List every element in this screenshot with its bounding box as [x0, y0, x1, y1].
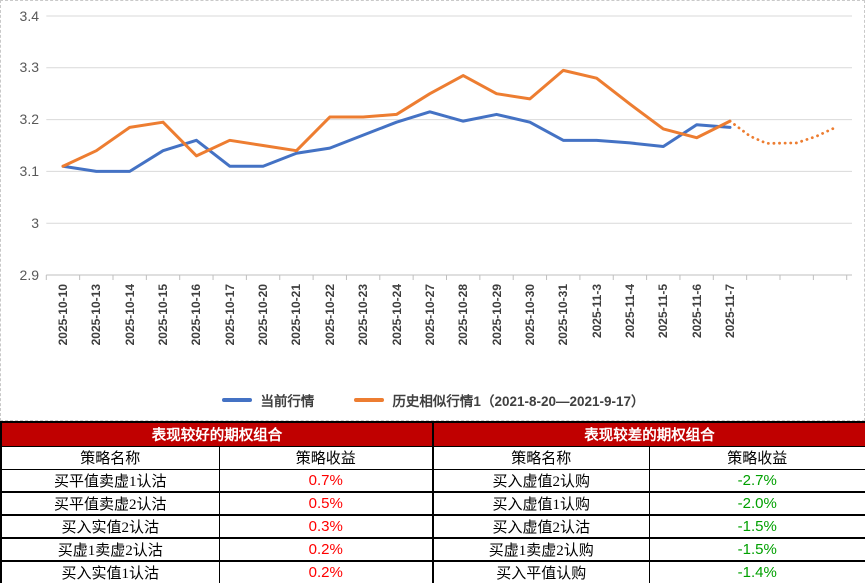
- good-name-column-header: 策略名称: [1, 445, 219, 469]
- bad-strategy-return-cell: -1.5%: [648, 536, 865, 561]
- chart-plot-area: [45, 15, 852, 280]
- good-strategy-return-cell: 0.5%: [218, 490, 433, 515]
- bad-strategy-return-cell: -1.5%: [648, 513, 865, 538]
- history-series-line: [61, 68, 732, 168]
- strategy-performance-table: 表现较好的期权组合 表现较差的期权组合 策略名称 策略收益 策略名称 策略收益 …: [0, 421, 865, 583]
- current-series-line: [61, 110, 732, 173]
- x-tick-label: 2025-11-6: [689, 284, 704, 339]
- history-series-swatch: [354, 398, 385, 402]
- bad-group-header: 表现较差的期权组合: [432, 422, 865, 446]
- x-tick-label: 2025-10-13: [89, 284, 104, 346]
- y-tick-label: 3.1: [19, 162, 39, 179]
- table-row: 买虚1卖虚2认沽 0.2% 买虚1卖虚2认购 -1.5%: [1, 536, 865, 561]
- legend-label: 当前行情: [260, 394, 315, 409]
- x-tick-label: 2025-10-21: [289, 284, 304, 346]
- good-strategy-name-cell: 买平值卖虚1认沽: [1, 468, 219, 492]
- y-tick-label: 3.2: [19, 111, 39, 128]
- x-tick-label: 2025-10-14: [122, 284, 137, 346]
- bad-strategy-return-cell: -2.0%: [648, 490, 865, 515]
- table-group-header-row: 表现较好的期权组合 表现较差的期权组合: [1, 422, 865, 446]
- x-tick-label: 2025-10-20: [256, 284, 271, 346]
- y-tick-label: 3.4: [19, 7, 39, 24]
- x-tick-label: 2025-10-22: [322, 284, 337, 346]
- history-series-dotted-extension: [728, 119, 835, 145]
- good-strategy-return-cell: 0.7%: [218, 468, 433, 492]
- x-tick-label: 2025-11-5: [656, 284, 671, 339]
- legend-item-history: 历史相似行情1（2021-8-20—2021-9-17）: [354, 390, 645, 410]
- bad-strategy-name-cell: 买入平值认购: [432, 559, 649, 583]
- bad-strategy-name-cell: 买虚1卖虚2认购: [432, 536, 649, 561]
- good-value-column-header: 策略收益: [218, 445, 433, 469]
- good-strategy-return-cell: 0.2%: [218, 559, 433, 583]
- bad-strategy-return-cell: -2.7%: [648, 468, 865, 492]
- x-tick-label: 2025-10-29: [489, 284, 504, 346]
- bad-strategy-return-cell: -1.4%: [648, 559, 865, 583]
- legend-item-current: 当前行情: [222, 390, 314, 410]
- current-series-swatch: [222, 398, 253, 402]
- good-group-header: 表现较好的期权组合: [1, 422, 433, 446]
- x-tick-label: 2025-10-28: [456, 284, 471, 346]
- good-strategy-return-cell: 0.2%: [218, 536, 433, 561]
- table-row: 买入实值2认沽 0.3% 买入虚值2认沽 -1.5%: [1, 513, 865, 538]
- good-strategy-return-cell: 0.3%: [218, 513, 433, 538]
- good-strategy-name-cell: 买虚1卖虚2认沽: [1, 536, 219, 561]
- x-tick-label: 2025-11-4: [622, 284, 637, 339]
- table-row: 买入实值1认沽 0.2% 买入平值认购 -1.4%: [1, 559, 865, 583]
- x-tick-label: 2025-10-30: [522, 284, 537, 346]
- legend-label: 历史相似行情1（2021-8-20—2021-9-17）: [392, 394, 645, 409]
- x-tick-label: 2025-10-16: [189, 284, 204, 346]
- good-strategy-name-cell: 买入实值2认沽: [1, 513, 219, 538]
- x-tick-label: 2025-10-17: [222, 284, 237, 346]
- good-strategy-name-cell: 买平值卖虚2认沽: [1, 490, 219, 515]
- x-tick-label: 2025-10-23: [356, 284, 371, 346]
- bad-value-column-header: 策略收益: [648, 445, 865, 469]
- table-column-header-row: 策略名称 策略收益 策略名称 策略收益: [1, 445, 865, 469]
- x-tick-label: 2025-10-24: [389, 284, 404, 346]
- bad-name-column-header: 策略名称: [432, 445, 649, 469]
- y-tick-label: 3.3: [19, 59, 39, 76]
- y-tick-label: 2.9: [19, 266, 39, 283]
- x-tick-label: 2025-10-31: [556, 284, 571, 346]
- table-row: 买平值卖虚1认沽 0.7% 买入虚值2认购 -2.7%: [1, 468, 865, 492]
- y-tick-label: 3: [31, 214, 39, 231]
- table-row: 买平值卖虚2认沽 0.5% 买入虚值1认购 -2.0%: [1, 490, 865, 515]
- good-strategy-name-cell: 买入实值1认沽: [1, 559, 219, 583]
- x-tick-label: 2025-10-15: [156, 284, 171, 346]
- x-tick-label: 2025-10-27: [422, 284, 437, 346]
- bad-strategy-name-cell: 买入虚值2认购: [432, 468, 649, 492]
- x-tick-label: 2025-11-7: [723, 284, 737, 339]
- bad-strategy-name-cell: 买入虚值1认购: [432, 490, 649, 515]
- similar-market-line-chart: 2.9 3 3.1 3.2 3.3 3.4 2025-10-10 2025-10-13 202…: [0, 0, 865, 421]
- bad-strategy-name-cell: 买入虚值2认沽: [432, 513, 649, 538]
- x-tick-label: 2025-11-3: [589, 284, 604, 339]
- chart-legend: 当前行情 历史相似行情1（2021-8-20—2021-9-17）: [1, 389, 865, 411]
- x-tick-label: 2025-10-10: [56, 284, 70, 346]
